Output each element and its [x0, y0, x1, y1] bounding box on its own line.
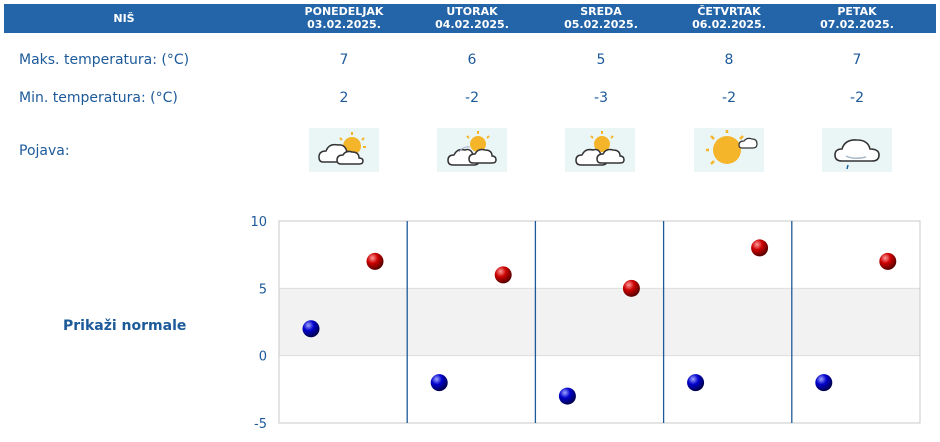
- day-header-2: SREDA 05.02.2025.: [537, 5, 665, 31]
- min-temp-marker: [302, 320, 320, 338]
- max-temp-value: 7: [852, 52, 862, 68]
- min-temp-value: -2: [722, 90, 736, 106]
- max-temp-marker: [751, 239, 769, 257]
- day-date: 07.02.2025.: [820, 18, 894, 31]
- day-date: 03.02.2025.: [307, 18, 381, 31]
- cloud-light-rain-icon: [822, 128, 892, 172]
- phenomenon-label: Pojava:: [19, 143, 70, 159]
- y-tick-label: 0: [259, 350, 267, 365]
- max-temp-value: 5: [596, 52, 606, 68]
- show-normals-link[interactable]: Prikaži normale: [63, 318, 187, 334]
- max-temp-marker: [366, 252, 384, 270]
- day-name: UTORAK: [446, 5, 498, 18]
- min-temp-value: -3: [594, 90, 608, 106]
- sun-behind-clouds-icon: [437, 128, 507, 172]
- day-date: 04.02.2025.: [435, 18, 509, 31]
- min-temp-marker: [815, 374, 833, 392]
- sun-behind-clouds-icon: [565, 128, 635, 172]
- min-temp-marker: [558, 387, 576, 405]
- y-tick-label: 10: [250, 215, 267, 230]
- max-temp-value: 6: [467, 52, 477, 68]
- day-name: SREDA: [580, 5, 622, 18]
- day-header-4: PETAK 07.02.2025.: [793, 5, 921, 31]
- day-header-3: ČETVRTAK 06.02.2025.: [665, 5, 793, 31]
- day-date: 06.02.2025.: [692, 18, 766, 31]
- max-temp-marker: [494, 266, 512, 284]
- y-tick-label: -5: [254, 417, 267, 432]
- forecast-header: NIŠ PONEDELJAK 03.02.2025. UTORAK 04.02.…: [4, 4, 936, 33]
- max-temp-value: 7: [339, 52, 349, 68]
- day-name: PONEDELJAK: [304, 5, 384, 18]
- max-temp-marker: [622, 279, 640, 297]
- min-temp-marker: [430, 374, 448, 392]
- max-temp-marker: [879, 252, 897, 270]
- y-tick-label: 5: [259, 282, 267, 297]
- partly-cloudy-sun-icon: [309, 128, 379, 172]
- day-date: 05.02.2025.: [564, 18, 638, 31]
- mostly-sunny-icon: [694, 128, 764, 172]
- normal-band: [279, 288, 920, 356]
- max-temperature-label: Maks. temperatura: (°C): [19, 52, 190, 68]
- min-temp-marker: [687, 374, 705, 392]
- city-name: NIŠ: [113, 12, 135, 25]
- day-name: ČETVRTAK: [697, 5, 761, 18]
- day-header-1: UTORAK 04.02.2025.: [408, 5, 536, 31]
- max-temp-value: 8: [724, 52, 734, 68]
- min-temp-value: 2: [339, 90, 349, 106]
- min-temperature-label: Min. temperatura: (°C): [19, 90, 178, 106]
- day-name: PETAK: [837, 5, 877, 18]
- day-header-0: PONEDELJAK 03.02.2025.: [280, 5, 408, 31]
- min-temp-value: -2: [850, 90, 864, 106]
- plot-frame: [278, 220, 921, 424]
- min-temp-value: -2: [465, 90, 479, 106]
